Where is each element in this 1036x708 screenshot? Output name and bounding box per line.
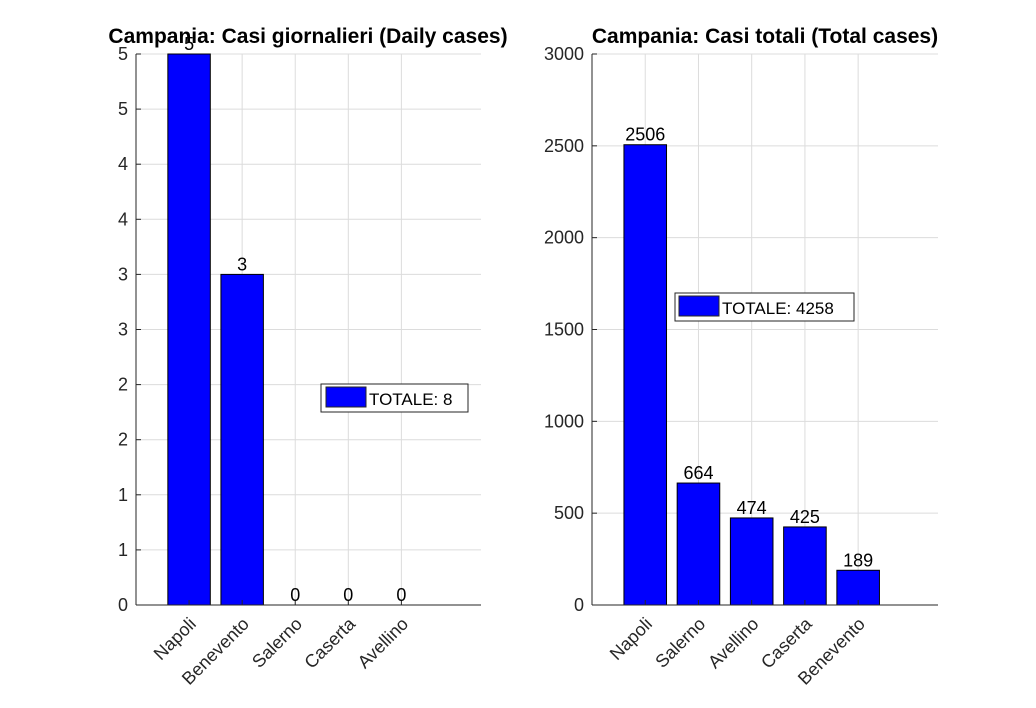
daily-data-label: 5 [184, 34, 194, 54]
total-xtick-label: Avellino [704, 614, 762, 672]
total-bar-caserta [783, 526, 827, 606]
total-cases-chart: 0 500 1000 1500 2000 2500 3000 2506 664 474 425 189… [544, 25, 938, 689]
total-ytick-label: 2500 [544, 136, 584, 156]
daily-ytick-label: 1 [118, 485, 128, 505]
total-data-label: 474 [737, 498, 767, 518]
daily-ytick-label: 3 [118, 264, 128, 284]
total-bar-napoli [623, 144, 668, 606]
total-xtick-label: Napoli [606, 614, 656, 664]
daily-legend: TOTALE: 8 [320, 383, 469, 413]
daily-legend-text: TOTALE: 8 [369, 390, 452, 409]
daily-data-label: 0 [396, 585, 406, 605]
daily-ytick-label: 5 [118, 99, 128, 119]
total-ytick-label: 500 [554, 503, 584, 523]
daily-ytick-label: 2 [118, 375, 128, 395]
daily-ytick-label: 5 [118, 44, 128, 64]
total-cases-title: Campania: Casi totali (Total cases) [592, 25, 938, 48]
daily-legend-swatch [325, 386, 367, 408]
total-data-label: 2506 [625, 125, 665, 145]
total-data-label: 664 [683, 463, 713, 483]
daily-ytick-label: 1 [118, 540, 128, 560]
daily-data-label: 0 [343, 585, 353, 605]
daily-data-label: 0 [290, 585, 300, 605]
total-legend: TOTALE: 4258 [674, 292, 855, 322]
daily-bar-benevento [220, 273, 264, 606]
daily-ytick-label: 3 [118, 320, 128, 340]
total-xtick-label: Salerno [651, 614, 709, 672]
total-bar-avellino [729, 517, 774, 606]
total-legend-text: TOTALE: 4258 [722, 299, 834, 318]
total-bar-salerno [676, 482, 721, 606]
total-ytick-label: 0 [574, 595, 584, 615]
daily-xtick-label: Avellino [354, 614, 412, 672]
daily-ytick-label: 0 [118, 595, 128, 615]
total-ytick-label: 2000 [544, 228, 584, 248]
daily-ytick-label: 4 [118, 209, 128, 229]
daily-xtick-label: Napoli [150, 614, 200, 664]
daily-ytick-label: 4 [118, 154, 128, 174]
total-legend-swatch [678, 295, 720, 317]
daily-bar-napoli [167, 53, 211, 606]
total-bar-benevento [836, 569, 880, 606]
daily-xtick-label: Salerno [248, 614, 306, 672]
daily-cases-title: Campania: Casi giornalieri (Daily cases) [108, 25, 507, 48]
daily-data-label: 3 [237, 254, 247, 274]
daily-xtick-label: Caserta [300, 613, 359, 672]
daily-ytick-label: 2 [118, 430, 128, 450]
total-data-label: 425 [790, 507, 820, 527]
total-ytick-label: 1000 [544, 411, 584, 431]
total-data-label: 189 [843, 550, 873, 570]
total-ytick-label: 3000 [544, 44, 584, 64]
total-ytick-label: 1500 [544, 320, 584, 340]
